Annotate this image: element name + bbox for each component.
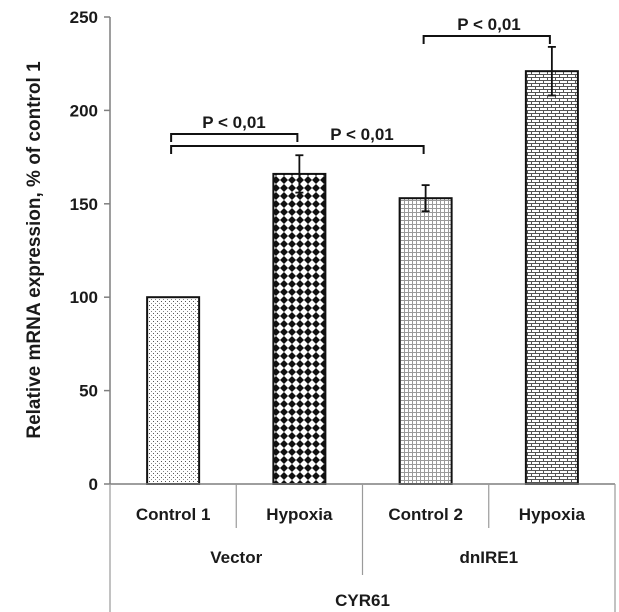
y-tick-label: 0 (89, 475, 98, 494)
bar (398, 197, 453, 485)
significance-annotations: P < 0,01 P < 0,01 P < 0,01 (170, 15, 551, 154)
y-axis-title: Relative mRNA expression, % of control 1 (24, 61, 45, 439)
error-bar (421, 184, 430, 213)
y-tick-label: 250 (70, 8, 98, 27)
significance-label: P < 0,01 (330, 125, 394, 144)
error-bar (547, 45, 556, 97)
x-category-label: Control 1 (136, 505, 211, 524)
x-group-label: Vector (210, 548, 262, 567)
y-tick-label: 200 (70, 101, 98, 120)
bar (272, 172, 327, 486)
significance-bracket (170, 145, 425, 154)
x-gene-label: CYR61 (335, 591, 390, 610)
y-axis-ticks: 0 50 100 150 200 250 (70, 8, 111, 494)
bar (524, 70, 579, 485)
x-group-label: dnIRE1 (459, 548, 518, 567)
bar (146, 296, 201, 486)
x-category-label: Control 2 (388, 505, 463, 524)
significance-label: P < 0,01 (457, 15, 521, 34)
y-tick-label: 50 (79, 382, 98, 401)
error-bar (295, 154, 304, 194)
y-tick-label: 150 (70, 195, 98, 214)
significance-bracket (422, 35, 551, 44)
y-tick-label: 100 (70, 288, 98, 307)
category-axis: Control 1 Hypoxia Control 2 Hypoxia Vector dn… (109, 483, 616, 612)
x-category-label: Hypoxia (266, 505, 333, 524)
significance-label: P < 0,01 (202, 113, 266, 132)
significance-bracket (170, 133, 299, 142)
x-category-label: Hypoxia (519, 505, 586, 524)
